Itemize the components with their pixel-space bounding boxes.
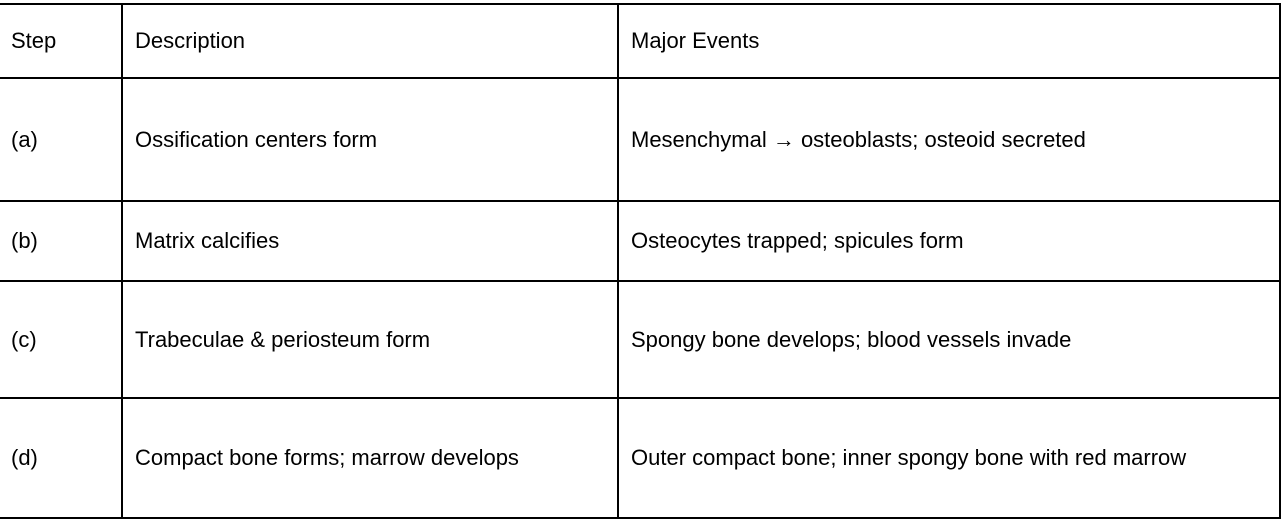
description-cell: Matrix calcifies (121, 200, 619, 282)
major-events-cell: Spongy bone develops; blood vessels inva… (617, 280, 1281, 399)
major-events-cell: Mesenchymal → osteoblasts; osteoid secre… (617, 77, 1281, 202)
column-header-step: Step (0, 3, 123, 79)
step-cell: (c) (0, 280, 123, 399)
step-cell: (b) (0, 200, 123, 282)
description-cell: Ossification centers form (121, 77, 619, 202)
step-cell: (d) (0, 397, 123, 519)
table-row: (c) Trabeculae & periosteum form Spongy … (0, 280, 1281, 399)
table-row: (a) Ossification centers form Mesenchyma… (0, 77, 1281, 202)
description-cell: Trabeculae & periosteum form (121, 280, 619, 399)
description-cell: Compact bone forms; marrow develops (121, 397, 619, 519)
table-row: (d) Compact bone forms; marrow develops … (0, 397, 1281, 519)
major-events-cell: Osteocytes trapped; spicules form (617, 200, 1281, 282)
table-row: (b) Matrix calcifies Osteocytes trapped;… (0, 200, 1281, 282)
ossification-steps-table: Step Description Major Events (a) Ossifi… (0, 3, 1281, 519)
table-header-row: Step Description Major Events (0, 3, 1281, 79)
column-header-major-events: Major Events (617, 3, 1281, 79)
step-cell: (a) (0, 77, 123, 202)
column-header-description: Description (121, 3, 619, 79)
major-events-cell: Outer compact bone; inner spongy bone wi… (617, 397, 1281, 519)
